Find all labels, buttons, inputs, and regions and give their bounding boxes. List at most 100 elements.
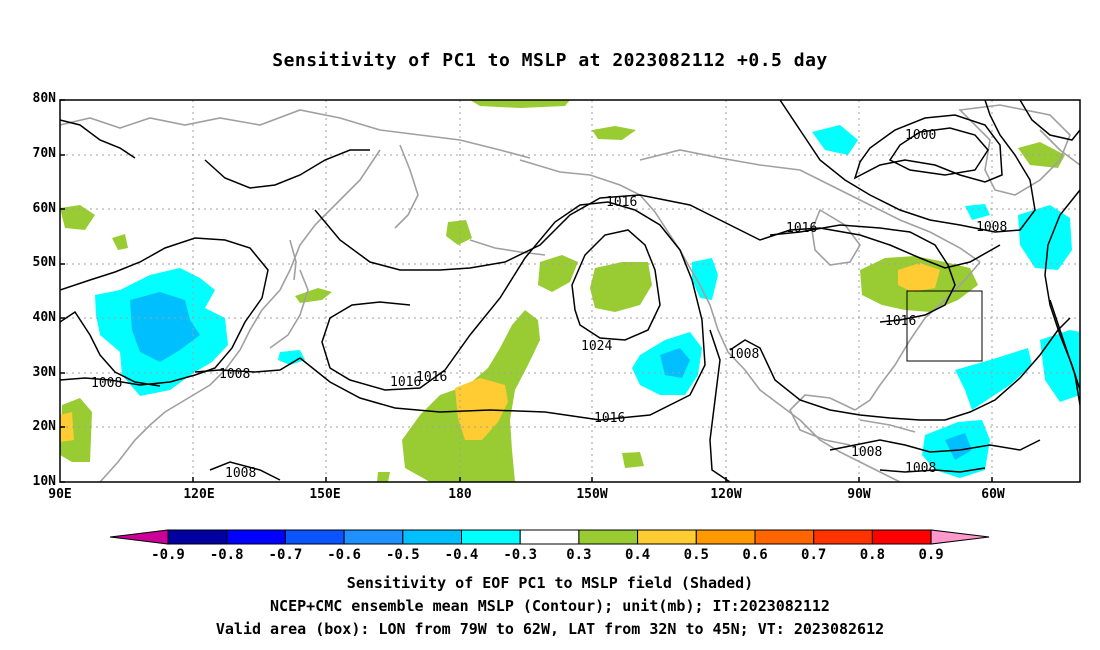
contour-label: 1008	[219, 367, 250, 382]
map-title: Sensitivity of PC1 to MSLP at 2023082112…	[272, 50, 828, 71]
graticule	[60, 100, 1080, 482]
coast-greenland	[958, 104, 1071, 196]
contour-label: 1016	[786, 221, 817, 236]
contour-1016-na	[769, 224, 956, 323]
lat-label-40n: 40N	[32, 310, 56, 325]
colorbar-tick-label: -0.5	[386, 547, 420, 563]
contour-1008-north	[779, 100, 1036, 233]
coast-canada-arctic	[639, 149, 981, 263]
contour-label: 1016	[390, 375, 421, 390]
lon-label-150e: 150E	[309, 487, 341, 502]
coast-sakhalin	[289, 239, 297, 281]
shade-negative-caribbean-inner	[945, 433, 972, 460]
coast-central-america	[799, 419, 901, 482]
shade-positive-newengland-core	[898, 263, 940, 292]
shade-positive-bering	[446, 220, 472, 245]
shade-negative-baffin	[812, 125, 858, 155]
lon-label-120e: 120E	[183, 487, 215, 502]
caption-line-3: Valid area (box): LON from 79W to 62W, L…	[215, 620, 885, 638]
shade-negative-eastpac-inner	[660, 348, 690, 378]
caption-line-2: NCEP+CMC ensemble mean MSLP (Contour); u…	[270, 597, 830, 615]
lat-label-80n: 80N	[32, 91, 56, 106]
colorbar-tick-label: -0.9	[151, 547, 185, 563]
colorbar-swatch	[754, 529, 815, 545]
lat-label-30n: 30N	[32, 365, 56, 380]
colorbar-swatch	[519, 529, 580, 545]
contour-1024-core	[571, 229, 661, 341]
coast-cuba	[859, 419, 916, 433]
coastlines	[60, 104, 1080, 482]
contour-label: 1016	[885, 314, 916, 329]
shaded-regions	[95, 125, 1080, 478]
colorbar-swatch	[343, 529, 404, 545]
coast-japan	[269, 269, 309, 349]
shade-negative-atlantic	[1018, 205, 1072, 270]
shade-negative-greenland-s	[965, 204, 990, 220]
coast-us-east	[854, 261, 981, 411]
lon-label-150w: 150W	[576, 487, 608, 502]
contour-1008-carib-2	[879, 467, 986, 473]
contour-1008-asia-pacific	[194, 357, 301, 373]
colorbar-swatch	[578, 529, 639, 545]
shade-positive-high	[590, 262, 652, 312]
valid-area-box	[906, 290, 983, 362]
colorbar-swatch	[402, 529, 462, 545]
contour-labels: 1016 1016 1024 1016 1016 1016 1008 1008 …	[91, 128, 1007, 481]
colorbar-tick-label: 0.4	[625, 547, 650, 563]
colorbar-tick-label: 0.7	[801, 547, 826, 563]
lon-label-120w: 120W	[710, 487, 742, 502]
shade-negative-east-atlantic	[1040, 330, 1080, 402]
contour-1008-asia-south	[209, 461, 281, 481]
coast-gulf	[789, 394, 856, 446]
lon-label-90e: 90E	[48, 487, 72, 502]
colorbar-tick-label: -0.7	[269, 547, 303, 563]
colorbar-swatch	[695, 529, 756, 545]
contour-label: 1008	[905, 461, 936, 476]
contour-label: 1008	[976, 220, 1007, 235]
lon-label-90w: 90W	[847, 487, 871, 502]
coast-kamchatka	[394, 144, 419, 229]
colorbar-tick-label: 0.8	[860, 547, 885, 563]
shade-negative-japan	[278, 350, 305, 365]
contour-label: 1016	[416, 370, 447, 385]
shade-positive-greenland-e	[1018, 142, 1065, 168]
lat-label-50n: 50N	[32, 255, 56, 270]
colorbar-swatch	[167, 529, 228, 545]
shade-negative-nw-na	[692, 258, 718, 300]
colorbar-arrow-right	[930, 529, 990, 545]
coast-hudson	[811, 208, 861, 266]
coast-europe	[1039, 129, 1080, 166]
contour-1008-asia-lower	[60, 310, 161, 387]
caption-line-1: Sensitivity of EOF PC1 to MSLP field (Sh…	[346, 574, 754, 592]
contour-1008-atlantic-se	[1049, 299, 1080, 406]
contour-label: 1008	[851, 445, 882, 460]
colorbar-tick-label: -0.8	[210, 547, 244, 563]
colorbar-tick-label: 0.6	[742, 547, 767, 563]
lat-label-70n: 70N	[32, 146, 56, 161]
colorbar-arrow-left	[109, 529, 169, 545]
mslp-contours	[60, 100, 1080, 482]
lat-label-10n: 10N	[32, 474, 56, 489]
contour-label: 1016	[606, 195, 637, 210]
colorbar-swatch	[461, 529, 521, 545]
colorbar-swatch	[637, 529, 697, 545]
colorbar-swatch	[871, 529, 932, 545]
contour-1016-pacific-high	[299, 201, 706, 421]
shade-positive-siberia	[60, 205, 95, 230]
shade-negative-asia-inner	[130, 292, 200, 362]
coast-alaska	[519, 159, 801, 421]
colorbar-swatch	[813, 529, 873, 545]
colorbar-tick-label: -0.3	[503, 547, 537, 563]
contour-label: 1008	[728, 347, 759, 362]
contour-label: 1024	[581, 339, 612, 354]
shade-positive-kurils	[295, 288, 332, 303]
colorbar-tick-label: 0.3	[566, 547, 591, 563]
shade-positive-central-pac-core	[455, 378, 508, 440]
lat-label-60n: 60N	[32, 201, 56, 216]
lon-label-60w: 60W	[981, 487, 1005, 502]
map-frame	[59, 99, 1081, 483]
coast-asia-east	[99, 149, 381, 482]
colorbar-swatch	[284, 529, 345, 545]
contour-label: 1008	[225, 466, 256, 481]
